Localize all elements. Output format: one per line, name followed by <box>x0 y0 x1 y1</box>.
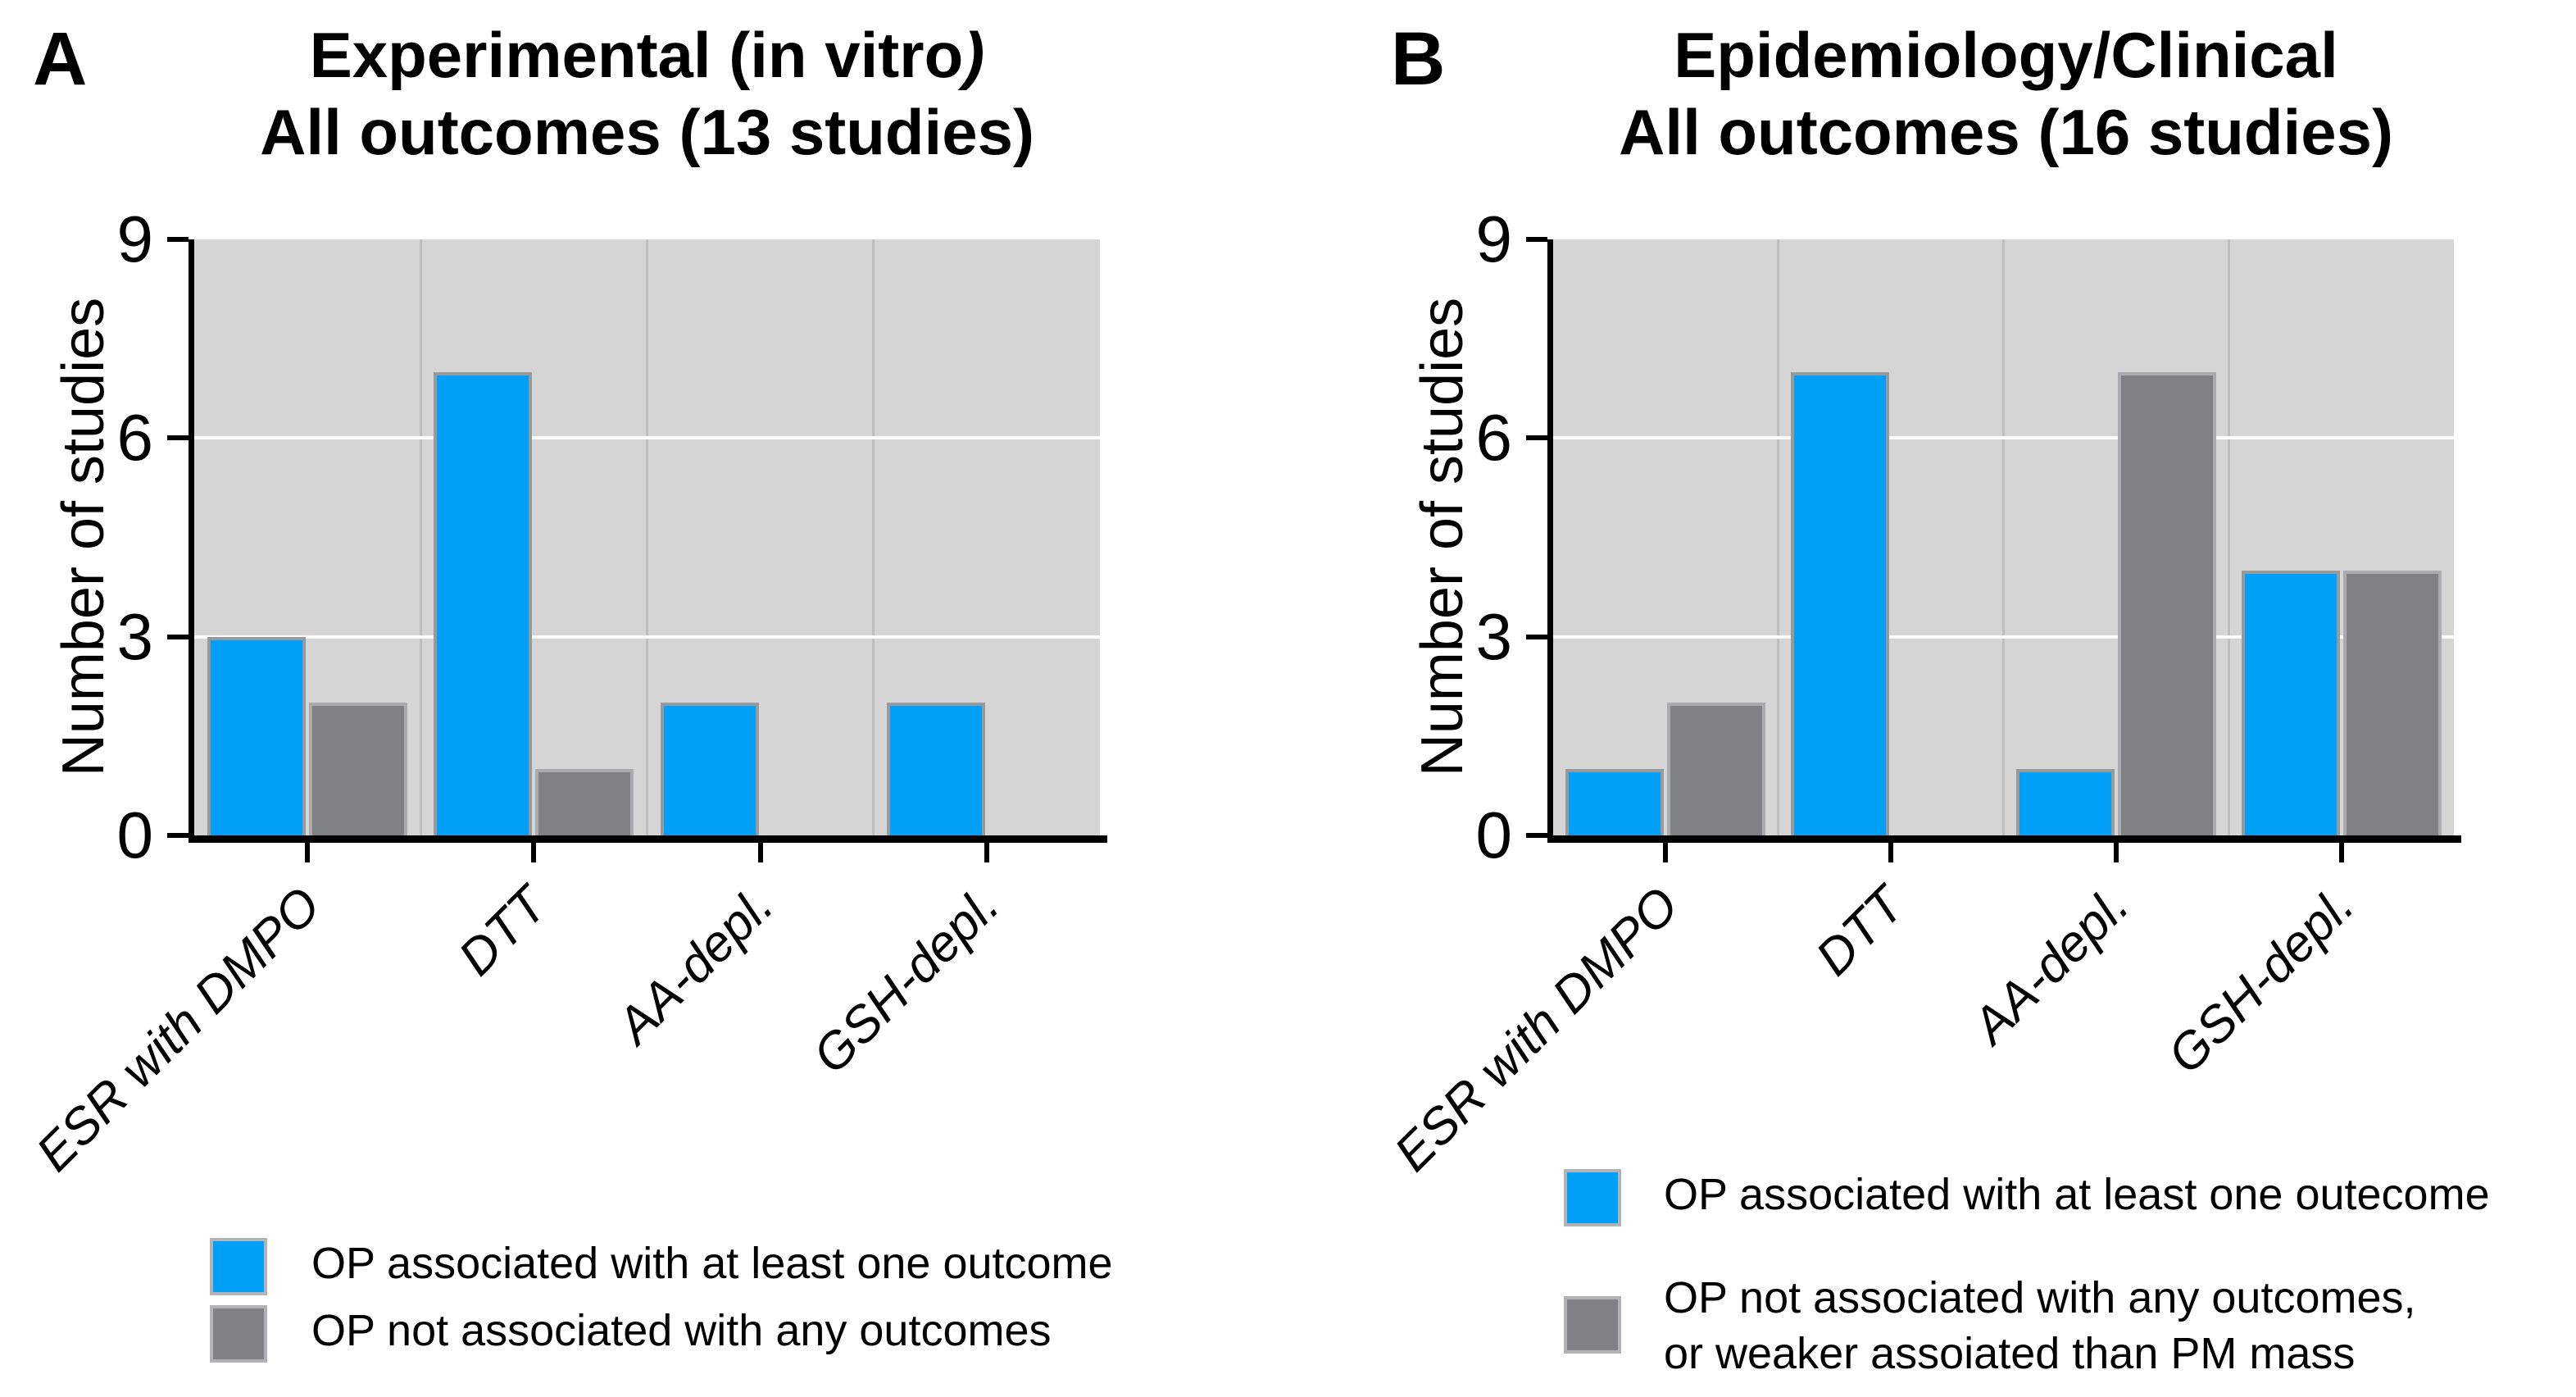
bar-blue-esr-with-dmpo <box>1565 769 1665 835</box>
panel-a-title-line1: Experimental (in vitro) <box>309 19 985 91</box>
legend-label: OP not associated with any outcomes, or … <box>1664 1273 2416 1378</box>
y-tick-label-0: 0 <box>116 799 154 871</box>
x-axis-label-dtt: DTT <box>1805 876 1915 987</box>
bar-blue-dtt <box>1791 371 1890 835</box>
bar-blue-esr-with-dmpo <box>207 636 307 835</box>
x-axis-label-gsh-depl-: GSH-depl. <box>2157 876 2365 1085</box>
legend-swatch-blue <box>210 1238 267 1295</box>
grid-divider <box>2227 239 2230 835</box>
x-tick-0 <box>1663 843 1669 862</box>
y-tick-label-0: 0 <box>1475 799 1513 871</box>
x-tick-2 <box>757 843 763 862</box>
x-axis-label-dtt: DTT <box>448 876 558 987</box>
gridline-y-3 <box>1553 635 2454 639</box>
y-tick-label-6: 6 <box>116 401 154 475</box>
grid-divider <box>2002 239 2005 835</box>
x-axis-label-aa-depl-: AA-depl. <box>606 876 784 1055</box>
x-axis-label-aa-depl-: AA-depl. <box>1961 876 2140 1055</box>
grid-divider <box>646 239 648 835</box>
panel-b-letter: B <box>1391 17 1446 101</box>
bar-blue-aa-depl- <box>2015 769 2115 835</box>
y-tick-label-6: 6 <box>1475 401 1513 475</box>
grid-divider <box>419 239 422 835</box>
y-tick-9 <box>167 237 189 242</box>
panel-b-title-line1: Epidemiology/Clinical <box>1674 19 2338 91</box>
legend-label: OP not associated with any outcomes <box>311 1306 1052 1355</box>
panel-a-title: Experimental (in vitro) All outcomes (13… <box>194 16 1100 171</box>
x-tick-1 <box>531 843 537 862</box>
gridline-y-6 <box>194 436 1100 440</box>
panel-b-plot-area <box>1553 239 2454 835</box>
x-tick-3 <box>984 843 989 862</box>
legend-swatch-blue <box>1564 1169 1621 1226</box>
grid-divider <box>1777 239 1780 835</box>
y-tick-3 <box>1526 634 1547 639</box>
x-tick-1 <box>1888 843 1894 862</box>
x-axis-baseline <box>189 835 1107 843</box>
y-tick-label-3: 3 <box>116 599 154 673</box>
x-axis-label-esr-with-dmpo: ESR with DMPO <box>25 876 332 1183</box>
bar-blue-gsh-depl- <box>2241 570 2340 835</box>
panel-b-title-line2: All outcomes (16 studies) <box>1619 96 2393 168</box>
panel-a-letter: A <box>33 17 88 101</box>
y-tick-label-9: 9 <box>1475 202 1513 275</box>
bar-gray-dtt <box>535 769 634 835</box>
y-tick-6 <box>167 435 189 441</box>
x-axis-label-gsh-depl-: GSH-depl. <box>802 876 1011 1085</box>
panel-b-title: Epidemiology/Clinical All outcomes (16 s… <box>1553 16 2459 171</box>
y-tick-9 <box>1526 237 1547 242</box>
legend-swatch-gray <box>1564 1296 1621 1354</box>
y-tick-6 <box>1526 435 1547 441</box>
x-axis-baseline <box>1547 835 2461 843</box>
legend-label: OP associated with at least one outcome <box>311 1239 1113 1288</box>
x-axis-label-esr-with-dmpo: ESR with DMPO <box>1383 876 1690 1183</box>
panel-a-y-axis-label: Number of studies <box>51 297 116 777</box>
y-tick-0 <box>167 833 189 838</box>
bar-gray-esr-with-dmpo <box>309 703 408 835</box>
y-tick-0 <box>1526 833 1547 838</box>
y-tick-3 <box>167 634 189 639</box>
x-tick-0 <box>305 843 311 862</box>
bar-gray-gsh-depl- <box>2342 570 2442 835</box>
panel-a-plot-area <box>194 239 1100 835</box>
bar-gray-esr-with-dmpo <box>1667 703 1766 835</box>
panel-b-y-axis-label: Number of studies <box>1410 297 1475 777</box>
bar-blue-aa-depl- <box>660 703 759 835</box>
x-tick-3 <box>2338 843 2344 862</box>
bar-gray-aa-depl- <box>2117 371 2216 835</box>
gridline-y-6 <box>1553 436 2454 440</box>
bar-blue-gsh-depl- <box>886 703 985 835</box>
legend-swatch-gray <box>210 1305 267 1363</box>
gridline-y-3 <box>194 635 1100 639</box>
y-axis-spine <box>1547 239 1553 835</box>
x-tick-2 <box>2113 843 2119 862</box>
grid-divider <box>872 239 875 835</box>
y-axis-spine <box>189 239 194 835</box>
y-tick-label-3: 3 <box>1475 599 1513 673</box>
legend-label: OP associated with at least one outecome <box>1664 1170 2490 1219</box>
y-tick-label-9: 9 <box>116 202 154 275</box>
panel-a-title-line2: All outcomes (13 studies) <box>260 96 1034 168</box>
bar-blue-dtt <box>434 371 533 835</box>
